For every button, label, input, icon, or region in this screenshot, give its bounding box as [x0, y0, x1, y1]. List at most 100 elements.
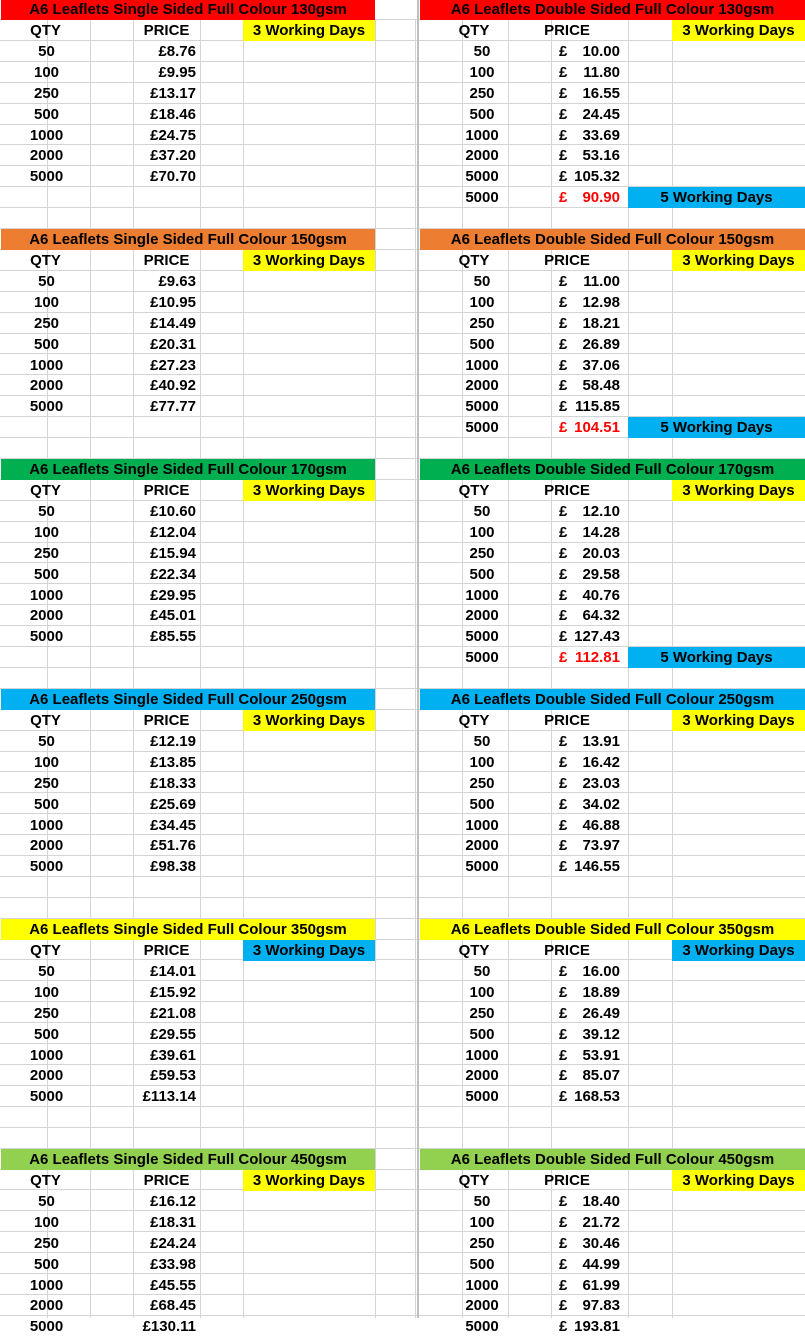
- quantity-cell: 100: [33, 984, 60, 1001]
- grid-line: [0, 1127, 805, 1128]
- price-header: PRICE: [143, 1172, 190, 1189]
- qty-header: QTY: [458, 22, 490, 39]
- quantity-cell: 500: [469, 106, 495, 123]
- grid-line: [0, 1315, 805, 1316]
- currency-symbol: £: [559, 1297, 568, 1314]
- price-cell: 73.97: [582, 837, 620, 854]
- quantity-cell: 1000: [29, 1277, 64, 1294]
- currency-symbol: £: [559, 649, 568, 666]
- quantity-cell: 500: [33, 796, 60, 813]
- qty-header: QTY: [30, 22, 61, 39]
- quantity-cell: 5000: [465, 858, 499, 875]
- grid-line: [0, 980, 805, 981]
- grid-line: [0, 1085, 805, 1086]
- price-cell: £24.75: [150, 127, 196, 144]
- quantity-cell: 5000: [29, 858, 64, 875]
- currency-symbol: £: [559, 796, 568, 813]
- quantity-cell: 2000: [465, 837, 499, 854]
- currency-symbol: £: [559, 273, 568, 290]
- qty-header: QTY: [30, 1172, 61, 1189]
- price-cell: £14.49: [150, 315, 196, 332]
- grid-line: [0, 61, 805, 62]
- grid-line: [0, 1252, 805, 1253]
- section-title-double-sided: A6 Leaflets Double Sided Full Colour 450…: [420, 1149, 805, 1170]
- price-cell: 20.03: [582, 545, 620, 562]
- price-cell: £113.14: [142, 1088, 196, 1105]
- quantity-cell: 250: [33, 315, 60, 332]
- grid-line: [462, 20, 463, 1318]
- price-header: PRICE: [143, 22, 190, 39]
- grid-line: [415, 20, 416, 1318]
- price-cell: 33.69: [582, 127, 620, 144]
- working-days-badge: 3 Working Days: [243, 20, 375, 41]
- qty-header: QTY: [30, 252, 61, 269]
- quantity-cell: 50: [473, 1193, 491, 1210]
- price-cell: 64.32: [582, 607, 620, 624]
- price-header: PRICE: [544, 22, 590, 39]
- price-cell: £37.20: [150, 147, 196, 164]
- section-title-double-sided: A6 Leaflets Double Sided Full Colour 130…: [420, 0, 805, 20]
- working-days-badge: 5 Working Days: [628, 187, 805, 208]
- price-cell: £21.08: [150, 1005, 196, 1022]
- quantity-cell: 5000: [29, 1318, 64, 1335]
- quantity-cell: 5000: [465, 419, 499, 436]
- working-days-badge: 3 Working Days: [672, 940, 805, 961]
- quantity-cell: 50: [473, 963, 491, 980]
- quantity-cell: 2000: [29, 377, 64, 394]
- quantity-cell: 1000: [29, 587, 64, 604]
- section-title-single-sided: A6 Leaflets Single Sided Full Colour 170…: [1, 459, 375, 480]
- section-title-double-sided: A6 Leaflets Double Sided Full Colour 250…: [420, 689, 805, 710]
- grid-line: [0, 312, 805, 313]
- grid-line: [0, 792, 805, 793]
- section-title-double-sided: A6 Leaflets Double Sided Full Colour 150…: [420, 229, 805, 250]
- currency-symbol: £: [559, 984, 568, 1001]
- section-title-single-sided: A6 Leaflets Single Sided Full Colour 130…: [1, 0, 375, 20]
- working-days-badge: 3 Working Days: [672, 710, 805, 731]
- grid-line: [0, 103, 805, 104]
- grid-line: [0, 939, 805, 940]
- currency-symbol: £: [559, 127, 568, 144]
- quantity-cell: 5000: [29, 628, 64, 645]
- price-cell: £13.17: [150, 85, 196, 102]
- quantity-cell: 500: [33, 566, 60, 583]
- currency-symbol: £: [559, 1214, 568, 1231]
- grid-line: [0, 437, 805, 438]
- price-cell: 37.06: [582, 357, 620, 374]
- price-cell: 13.91: [582, 733, 620, 750]
- grid-line: [0, 1022, 805, 1023]
- price-cell: 61.99: [582, 1277, 620, 1294]
- currency-symbol: £: [559, 85, 568, 102]
- price-cell: 10.00: [582, 43, 620, 60]
- grid-line: [0, 374, 805, 375]
- qty-header: QTY: [30, 942, 61, 959]
- qty-header: QTY: [30, 712, 61, 729]
- currency-symbol: £: [559, 628, 568, 645]
- quantity-cell: 1000: [465, 1047, 499, 1064]
- grid-line: [0, 353, 805, 354]
- currency-symbol: £: [559, 503, 568, 520]
- price-cell: 11.00: [583, 273, 620, 290]
- quantity-cell: 5000: [465, 398, 499, 415]
- qty-header: QTY: [458, 942, 490, 959]
- currency-symbol: £: [559, 336, 568, 353]
- grid-line: [0, 395, 805, 396]
- currency-symbol: £: [559, 817, 568, 834]
- price-cell: £85.55: [150, 628, 196, 645]
- currency-symbol: £: [559, 566, 568, 583]
- quantity-cell: 50: [38, 503, 55, 520]
- grid-line: [0, 1148, 805, 1149]
- qty-header: QTY: [30, 482, 61, 499]
- quantity-cell: 5000: [465, 168, 499, 185]
- price-cell: £40.92: [150, 377, 196, 394]
- price-cell: £15.92: [150, 984, 196, 1001]
- price-cell: £14.01: [150, 963, 196, 980]
- price-cell: £10.95: [150, 294, 196, 311]
- price-cell: 16.42: [582, 754, 620, 771]
- section-title-single-sided: A6 Leaflets Single Sided Full Colour 250…: [1, 689, 375, 710]
- grid-line: [0, 1231, 805, 1232]
- price-cell: 16.00: [582, 963, 620, 980]
- price-cell: £16.12: [150, 1193, 196, 1210]
- price-cell: £29.95: [150, 587, 196, 604]
- quantity-cell: 1000: [465, 127, 499, 144]
- special-price-cell: 90.90: [582, 189, 620, 206]
